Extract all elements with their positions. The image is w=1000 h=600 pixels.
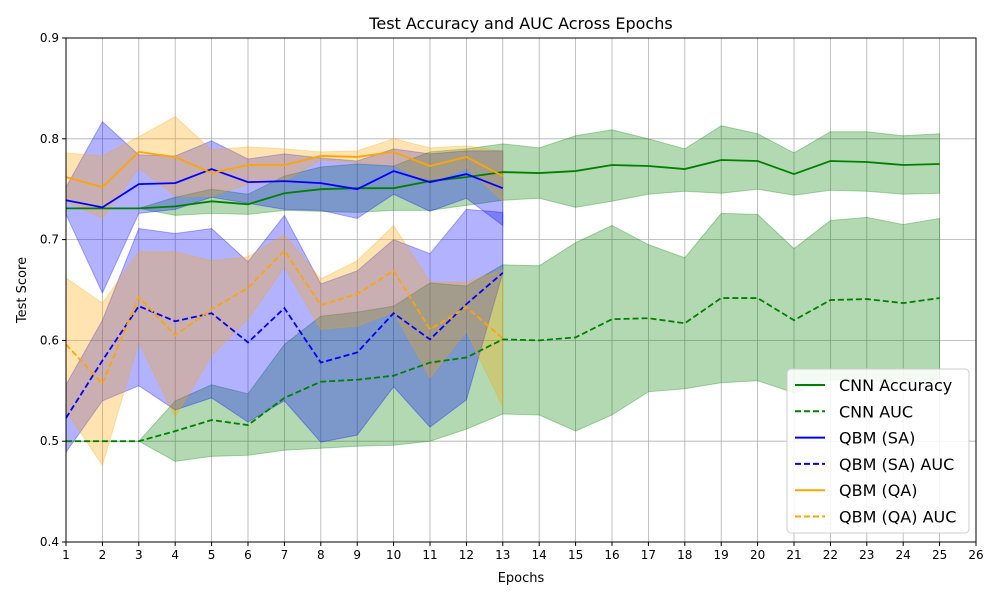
y-tick-label: 0.7 [40, 233, 59, 247]
series-line-4 [65, 150, 504, 189]
series-lines [65, 150, 940, 443]
x-tick-label: 13 [495, 548, 510, 562]
band-4 [65, 116, 504, 220]
x-tick-label: 19 [714, 548, 729, 562]
y-tick-label: 0.5 [40, 434, 59, 448]
x-axis-label: Epochs [498, 571, 545, 586]
series-line-1 [66, 297, 940, 443]
x-tick-label: 5 [208, 548, 216, 562]
x-tick-label: 11 [422, 548, 437, 562]
y-tick-label: 0.6 [40, 333, 59, 347]
x-tick-label: 22 [823, 548, 838, 562]
x-tick-label: 14 [532, 548, 547, 562]
y-axis-label: Test Score [15, 257, 30, 324]
x-tick-label: 3 [135, 548, 143, 562]
axis-ticks: 1 2 3 4 5 6 7 8 9 10 11 12 13 14 15 16 17 18 19 20 21 22 23 24 2… [40, 31, 984, 562]
legend-label: QBM (SA) [839, 429, 915, 448]
x-tick-label: 20 [750, 548, 765, 562]
x-tick-label: 25 [932, 548, 947, 562]
x-tick-label: 23 [859, 548, 874, 562]
x-tick-label: 18 [677, 548, 692, 562]
x-tick-label: 16 [604, 548, 619, 562]
series-line-2 [65, 168, 504, 209]
x-tick-label: 12 [459, 548, 474, 562]
x-tick-label: 24 [896, 548, 911, 562]
legend-label: QBM (SA) AUC [839, 455, 954, 474]
y-tick-label: 0.8 [40, 132, 59, 146]
legend-label: QBM (QA) AUC [839, 508, 956, 527]
legend-label: QBM (QA) [839, 481, 917, 500]
x-tick-label: 9 [353, 548, 361, 562]
x-tick-label: 7 [281, 548, 289, 562]
legend-label: CNN Accuracy [839, 376, 952, 395]
x-tick-label: 10 [386, 548, 401, 562]
x-tick-label: 6 [244, 548, 252, 562]
plot-frame [65, 37, 977, 543]
y-tick-label: 0.9 [40, 31, 59, 45]
x-tick-label: 2 [99, 548, 107, 562]
x-tick-label: 17 [641, 548, 656, 562]
y-tick-label: 0.4 [40, 535, 59, 549]
legend-box [786, 368, 970, 534]
x-tick-label: 15 [568, 548, 583, 562]
chart-title: Test Accuracy and AUC Across Epochs [368, 14, 672, 33]
series-line-3 [65, 272, 504, 419]
series-line-0 [66, 159, 940, 210]
x-tick-label: 26 [968, 548, 983, 562]
band-5 [65, 224, 504, 467]
legend: CNN Accuracy CNN AUC QBM (SA) QBM (SA) AUC Q… [786, 368, 970, 534]
x-tick-label: 8 [317, 548, 325, 562]
legend-label: CNN AUC [839, 402, 913, 421]
x-tick-label: 21 [786, 548, 801, 562]
series-line-5 [65, 249, 504, 386]
x-tick-label: 1 [62, 548, 70, 562]
x-tick-label: 4 [171, 548, 179, 562]
